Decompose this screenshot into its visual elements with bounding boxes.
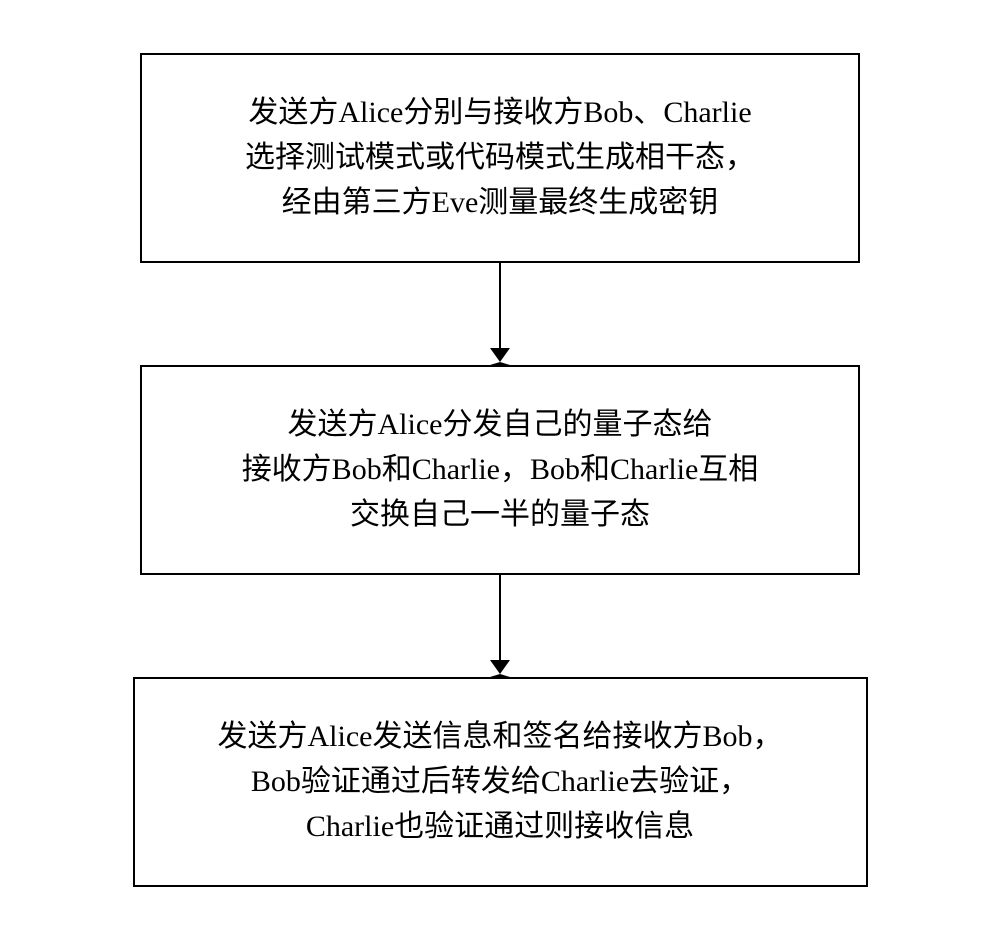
arrow-head-icon [490, 348, 510, 365]
flowchart-box-1: 发送方Alice分别与接收方Bob、Charlie 选择测试模式或代码模式生成相… [140, 53, 860, 263]
flowchart-box-1-text: 发送方Alice分别与接收方Bob、Charlie 选择测试模式或代码模式生成相… [245, 90, 755, 225]
flowchart-box-2-text: 发送方Alice分发自己的量子态给 接收方Bob和Charlie，Bob和Cha… [242, 402, 759, 537]
arrow-head-icon [490, 660, 510, 677]
flowchart-container: 发送方Alice分别与接收方Bob、Charlie 选择测试模式或代码模式生成相… [133, 53, 868, 887]
flowchart-box-3-text: 发送方Alice发送信息和签名给接收方Bob， Bob验证通过后转发给Charl… [218, 714, 783, 849]
flowchart-arrow-2 [490, 575, 510, 677]
flowchart-box-2: 发送方Alice分发自己的量子态给 接收方Bob和Charlie，Bob和Cha… [140, 365, 860, 575]
flowchart-box-3: 发送方Alice发送信息和签名给接收方Bob， Bob验证通过后转发给Charl… [133, 677, 868, 887]
arrow-line [499, 575, 501, 660]
flowchart-arrow-1 [490, 263, 510, 365]
arrow-line [499, 263, 501, 348]
